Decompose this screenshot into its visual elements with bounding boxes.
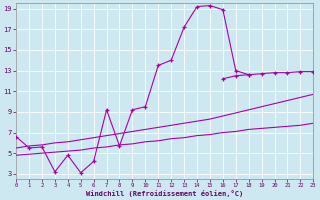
X-axis label: Windchill (Refroidissement éolien,°C): Windchill (Refroidissement éolien,°C) [86,190,243,197]
